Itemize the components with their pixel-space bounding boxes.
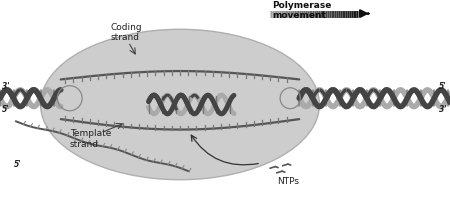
Text: Template
strand: Template strand (70, 129, 111, 149)
Text: 5': 5' (2, 105, 10, 114)
Ellipse shape (40, 29, 320, 180)
Text: 5': 5' (14, 159, 22, 169)
Text: 3': 3' (2, 82, 10, 91)
Text: 5': 5' (439, 82, 446, 91)
Text: Polymerase
movement: Polymerase movement (272, 1, 332, 20)
Text: 3': 3' (439, 105, 446, 114)
Text: Coding
strand: Coding strand (110, 23, 142, 42)
Text: NTPs: NTPs (277, 177, 299, 186)
